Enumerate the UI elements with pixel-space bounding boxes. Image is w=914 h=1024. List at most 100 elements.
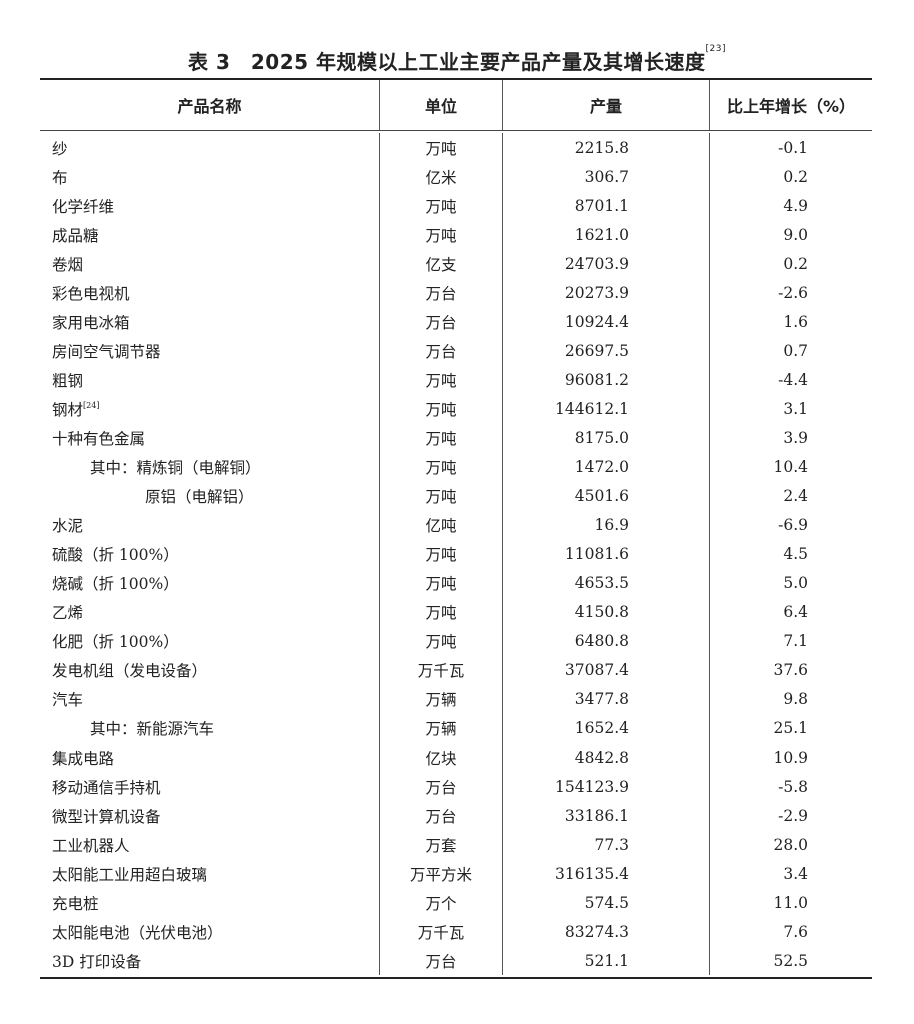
cell-unit: 万吨 (380, 423, 503, 453)
cell-unit: 万吨 (380, 452, 503, 482)
cell-output-text: 4501.6 (574, 487, 629, 506)
cell-product-name: 其中：精炼铜（电解铜） (40, 452, 380, 482)
header-product-name: 产品名称 (40, 80, 380, 130)
cell-product-name: 烧碱（折 100%） (40, 568, 380, 598)
cell-product-name: 原铝（电解铝） (40, 481, 380, 511)
cell-output-text: 154123.9 (555, 777, 629, 796)
cell-product-name-text: 发电机组（发电设备） (52, 662, 208, 681)
product-output-table: 产品名称 单位 产量 比上年增长（%） 纱万吨 2215.8 -0.1 布亿米 306.… (40, 78, 872, 980)
table-row: 汽车 万辆 3477.8 9.8 (40, 684, 872, 714)
cell-output-text: 1472.0 (574, 458, 629, 477)
cell-product-name-text: 移动通信手持机 (52, 778, 161, 797)
cell-product-name-text: 汽车 (52, 691, 84, 710)
cell-output-text: 1621.0 (574, 225, 629, 244)
cell-output-text: 3477.8 (574, 690, 629, 709)
cell-product-name-text: 太阳能电池（光伏电池） (52, 923, 223, 942)
cell-unit: 万台 (380, 772, 503, 802)
cell-product-name: 发电机组（发电设备） (40, 655, 380, 685)
cell-product-name: 卷烟 (40, 249, 380, 279)
cell-growth: 9.0 (710, 220, 872, 249)
cell-unit-text: 万吨 (425, 488, 457, 507)
table-row: 水泥 亿吨 16.9 -6.9 (40, 510, 872, 540)
table-row: 太阳能工业用超白玻璃 万平方米 316135.4 3.4 (40, 859, 872, 889)
cell-growth-text: 0.7 (783, 341, 808, 360)
cell-growth: 6.4 (710, 598, 872, 627)
table-row: 充电桩 万个 574.5 11.0 (40, 888, 872, 918)
cell-growth: -0.1 (710, 133, 872, 162)
cell-growth-text: 11.0 (773, 893, 808, 912)
cell-unit-text: 万辆 (425, 720, 457, 739)
cell-output: 144612.1 (503, 394, 710, 424)
cell-product-name-text: 化肥（折 100%） (52, 633, 179, 652)
cell-product-name: 乙烯 (40, 597, 380, 627)
table-row: 烧碱（折 100%） 万吨 4653.5 5.0 (40, 568, 872, 598)
table-row: 乙烯 万吨 4150.8 6.4 (40, 597, 872, 627)
table-header: 产品名称 单位 产量 比上年增长（%） (40, 80, 872, 131)
cell-product-name-text: 十种有色金属 (52, 429, 146, 448)
cell-unit-text: 万千瓦 (417, 923, 465, 942)
cell-unit: 亿吨 (380, 510, 503, 540)
cell-unit-text: 亿米 (425, 168, 457, 187)
cell-growth: 10.9 (710, 743, 872, 772)
cell-output: 306.7 (503, 162, 710, 192)
cell-growth: -4.4 (710, 365, 872, 394)
cell-output: 4653.5 (503, 568, 710, 598)
cell-product-name: 汽车 (40, 684, 380, 714)
cell-output-text: 6480.8 (574, 632, 629, 651)
cell-growth: 5.0 (710, 569, 872, 598)
table-row: 彩色电视机 万台 20273.9 -2.6 (40, 278, 872, 308)
cell-growth: 25.1 (710, 714, 872, 743)
cell-growth: 37.6 (710, 656, 872, 685)
cell-growth-text: -4.4 (778, 370, 808, 389)
cell-product-name: 十种有色金属 (40, 423, 380, 453)
cell-growth-text: 1.6 (783, 312, 808, 331)
cell-unit-text: 亿支 (425, 255, 457, 274)
cell-unit: 万套 (380, 830, 503, 860)
cell-output: 16.9 (503, 510, 710, 540)
cell-unit: 万个 (380, 888, 503, 918)
cell-unit-text: 万吨 (425, 139, 457, 158)
cell-unit: 万台 (380, 278, 503, 308)
cell-output-text: 306.7 (584, 167, 629, 186)
cell-output-text: 33186.1 (564, 806, 629, 825)
cell-unit-text: 万台 (425, 778, 457, 797)
cell-unit-text: 万千瓦 (417, 662, 465, 681)
cell-growth-text: -5.8 (778, 777, 808, 796)
cell-growth-text: 25.1 (773, 719, 808, 738)
table-title: 表 3 2025 年规模以上工业主要产品产量及其增长速度[23] (0, 44, 914, 75)
table-row: 成品糖 万吨 1621.0 9.0 (40, 220, 872, 250)
cell-unit-text: 万吨 (425, 546, 457, 565)
cell-growth: 4.5 (710, 540, 872, 569)
cell-unit: 万台 (380, 336, 503, 366)
cell-growth: 0.2 (710, 162, 872, 191)
cell-output: 316135.4 (503, 859, 710, 889)
cell-growth-text: 5.0 (783, 574, 808, 593)
cell-growth-text: 4.9 (783, 196, 808, 215)
cell-unit-text: 万吨 (425, 459, 457, 478)
cell-product-name-text: 水泥 (52, 517, 84, 536)
cell-growth-text: 28.0 (773, 835, 808, 854)
cell-product-name-text: 集成电路 (52, 749, 115, 768)
cell-unit: 亿米 (380, 162, 503, 192)
cell-output-text: 83274.3 (564, 922, 629, 941)
table-row: 发电机组（发电设备） 万千瓦 37087.4 37.6 (40, 655, 872, 685)
cell-unit-text: 万吨 (425, 400, 457, 419)
cell-product-name-text: 其中：精炼铜（电解铜） (90, 459, 261, 478)
cell-growth-text: 3.1 (783, 399, 808, 418)
cell-product-name-text: 烧碱（折 100%） (52, 575, 179, 594)
cell-product-name: 纱 (40, 133, 380, 163)
cell-output-text: 4653.5 (574, 574, 629, 593)
cell-unit-text: 万套 (425, 836, 457, 855)
header-output: 产量 (503, 80, 710, 130)
cell-output: 8701.1 (503, 191, 710, 221)
cell-product-name: 太阳能工业用超白玻璃 (40, 859, 380, 889)
cell-product-name: 布 (40, 162, 380, 192)
cell-growth: 3.1 (710, 394, 872, 423)
footnote-ref: [24] (83, 401, 100, 411)
cell-output: 4150.8 (503, 597, 710, 627)
table-row: 集成电路 亿块 4842.8 10.9 (40, 742, 872, 773)
header-growth: 比上年增长（%） (726, 97, 856, 116)
table-row: 工业机器人 万套 77.3 28.0 (40, 830, 872, 860)
table-row: 其中：精炼铜（电解铜） 万吨 1472.0 10.4 (40, 452, 872, 482)
cell-unit-text: 万吨 (425, 371, 457, 390)
